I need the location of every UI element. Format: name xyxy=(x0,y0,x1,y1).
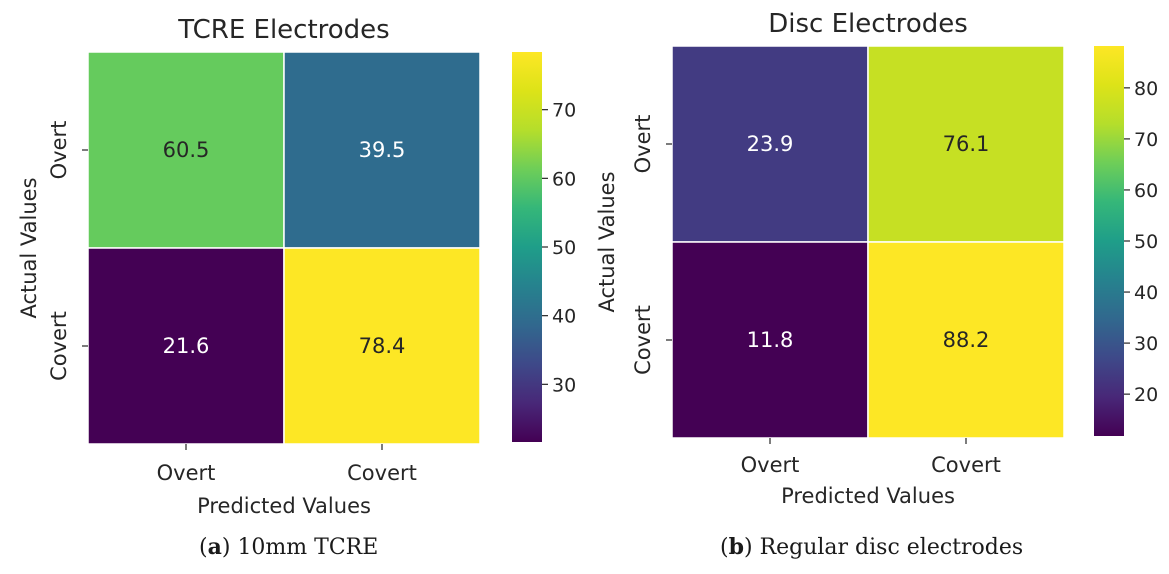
x-tick-label: Overt xyxy=(741,453,800,477)
x-tick-label: Overt xyxy=(157,461,216,485)
heatmap-panel-a: TCRE Electrodes 60.5 39.5 21.6 78.4 Overt Cove… xyxy=(17,15,576,518)
heatmap-cell xyxy=(867,45,1065,243)
cell-value-label: 78.4 xyxy=(359,334,406,358)
caption-a-letter: a xyxy=(207,534,222,560)
y-tick-label: Covert xyxy=(631,305,655,375)
heatmap-cell xyxy=(283,247,481,445)
caption-b-text: Regular disc electrodes xyxy=(759,535,1024,560)
colorbar xyxy=(1094,46,1124,436)
cell-value-label: 88.2 xyxy=(943,328,990,352)
colorbar xyxy=(512,52,542,442)
y-tick-label: Covert xyxy=(47,311,71,381)
x-axis-label: Predicted Values xyxy=(197,494,371,518)
chart-title: TCRE Electrodes xyxy=(177,15,389,45)
colorbar-tick-label: 40 xyxy=(1134,282,1158,304)
cell-value-label: 11.8 xyxy=(747,328,794,352)
colorbar-tick-label: 80 xyxy=(1134,78,1158,100)
colorbar-tick-label: 50 xyxy=(552,237,576,259)
chart-title: Disc Electrodes xyxy=(768,9,968,39)
colorbar-tick-label: 70 xyxy=(1134,129,1158,151)
caption-b: (b) Regular disc electrodes xyxy=(720,534,1024,560)
y-tick-label: Overt xyxy=(47,121,71,180)
heatmap-cell xyxy=(867,241,1065,439)
colorbar-tick-label: 30 xyxy=(552,374,576,396)
cell-value-label: 76.1 xyxy=(943,132,990,156)
cell-value-label: 39.5 xyxy=(359,138,406,162)
colorbar-tick-label: 60 xyxy=(1134,180,1158,202)
x-axis-label: Predicted Values xyxy=(781,484,955,508)
x-tick-label: Covert xyxy=(347,461,417,485)
y-tick-label: Overt xyxy=(631,115,655,174)
colorbar-tick-label: 20 xyxy=(1134,384,1158,406)
x-tick-label: Covert xyxy=(931,453,1001,477)
colorbar-tick-label: 60 xyxy=(552,168,576,190)
heatmap-cell xyxy=(671,241,869,439)
colorbar-tick-label: 40 xyxy=(552,306,576,328)
caption-a-text: 10mm TCRE xyxy=(237,535,379,560)
cell-value-label: 60.5 xyxy=(163,138,210,162)
heatmap-cell xyxy=(87,247,285,445)
colorbar-tick-label: 70 xyxy=(552,100,576,122)
caption-b-letter: b xyxy=(728,534,744,560)
cell-value-label: 23.9 xyxy=(747,132,794,156)
colorbar-tick-label: 30 xyxy=(1134,333,1158,355)
colorbar-tick-label: 50 xyxy=(1134,231,1158,253)
caption-a: (a) 10mm TCRE xyxy=(199,534,379,560)
y-axis-label: Actual Values xyxy=(595,171,619,312)
cell-value-label: 21.6 xyxy=(163,334,210,358)
heatmap-cell xyxy=(87,51,285,249)
y-axis-label: Actual Values xyxy=(17,177,41,318)
heatmap-cell xyxy=(283,51,481,249)
heatmap-panel-b: Disc Electrodes 23.9 76.1 11.8 88.2 Overt Cove… xyxy=(595,9,1158,508)
